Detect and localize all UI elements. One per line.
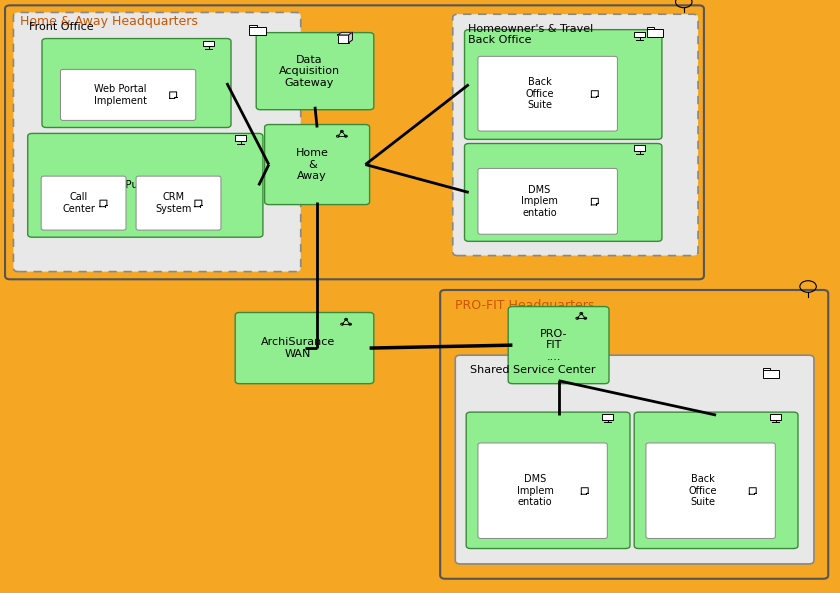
Text: FO Web Hosting
Server: FO Web Hosting Server	[86, 72, 169, 94]
Text: Call
Center: Call Center	[62, 192, 95, 214]
Text: ArchiSurance
WAN: ArchiSurance WAN	[261, 337, 335, 359]
Text: Homeowner's & Travel
Back Office: Homeowner's & Travel Back Office	[468, 24, 593, 45]
Text: Document
Management: Document Management	[519, 181, 588, 203]
Bar	[602, 414, 613, 419]
Bar	[634, 145, 645, 151]
Circle shape	[344, 318, 348, 320]
Circle shape	[584, 317, 586, 319]
Circle shape	[580, 313, 583, 314]
Polygon shape	[100, 200, 107, 207]
Bar	[647, 27, 654, 29]
Text: Document
Management: Document Management	[506, 470, 575, 491]
Circle shape	[341, 323, 344, 325]
Text: Front Office: Front Office	[29, 22, 93, 32]
Bar	[770, 414, 781, 419]
Polygon shape	[195, 200, 202, 207]
Polygon shape	[338, 32, 353, 35]
Circle shape	[340, 130, 344, 132]
Circle shape	[349, 323, 351, 325]
FancyBboxPatch shape	[465, 144, 662, 241]
Text: FO General-Purpose Server: FO General-Purpose Server	[63, 180, 205, 190]
Text: Home & Away Headquarters: Home & Away Headquarters	[20, 15, 198, 28]
Polygon shape	[749, 487, 756, 495]
FancyBboxPatch shape	[13, 12, 301, 272]
Bar	[763, 368, 770, 370]
Polygon shape	[170, 92, 176, 98]
Text: CRM
System: CRM System	[155, 192, 192, 214]
Bar	[338, 35, 349, 43]
Text: Back
Office
Suite: Back Office Suite	[689, 474, 717, 507]
FancyBboxPatch shape	[453, 14, 698, 256]
Bar	[647, 29, 664, 37]
FancyBboxPatch shape	[5, 5, 704, 279]
Text: PRO-FIT Headquarters: PRO-FIT Headquarters	[455, 299, 595, 313]
Text: Home
&
Away: Home & Away	[296, 148, 328, 181]
Text: ArchiSurance
Back-Up: ArchiSurance Back-Up	[674, 470, 743, 491]
Bar	[634, 31, 645, 37]
Bar	[249, 25, 257, 27]
FancyBboxPatch shape	[478, 56, 617, 131]
FancyBboxPatch shape	[136, 176, 221, 230]
FancyBboxPatch shape	[478, 443, 607, 538]
Bar	[203, 40, 214, 46]
Bar	[763, 370, 780, 378]
Circle shape	[576, 317, 579, 319]
Text: DMS
Implem
entatio: DMS Implem entatio	[517, 474, 554, 507]
FancyBboxPatch shape	[235, 313, 374, 384]
Polygon shape	[581, 487, 588, 495]
Bar	[235, 135, 246, 141]
Bar	[249, 27, 266, 35]
FancyBboxPatch shape	[440, 290, 828, 579]
FancyBboxPatch shape	[265, 125, 370, 205]
FancyBboxPatch shape	[41, 176, 126, 230]
FancyBboxPatch shape	[634, 412, 798, 549]
Text: Shared Service Center: Shared Service Center	[470, 365, 596, 375]
FancyBboxPatch shape	[60, 69, 196, 120]
Polygon shape	[591, 91, 598, 97]
Text: Data
Acquisition
Gateway: Data Acquisition Gateway	[279, 55, 340, 88]
FancyBboxPatch shape	[646, 443, 775, 538]
FancyBboxPatch shape	[28, 133, 263, 237]
FancyBboxPatch shape	[256, 33, 374, 110]
FancyBboxPatch shape	[478, 168, 617, 234]
Text: Web Portal
Implement: Web Portal Implement	[94, 84, 147, 106]
Text: Back
Office
Suite: Back Office Suite	[525, 77, 554, 110]
Text: DMS
Implem
entatio: DMS Implem entatio	[521, 185, 558, 218]
Circle shape	[337, 135, 339, 137]
Circle shape	[344, 135, 347, 137]
FancyBboxPatch shape	[465, 30, 662, 139]
Polygon shape	[591, 198, 598, 205]
Polygon shape	[349, 32, 353, 43]
Text: ArchiSurance
General-: ArchiSurance General-	[519, 74, 589, 95]
FancyBboxPatch shape	[455, 355, 814, 564]
FancyBboxPatch shape	[508, 307, 609, 384]
Text: PRO-
FIT
....: PRO- FIT ....	[540, 329, 568, 362]
FancyBboxPatch shape	[42, 39, 231, 127]
FancyBboxPatch shape	[466, 412, 630, 549]
